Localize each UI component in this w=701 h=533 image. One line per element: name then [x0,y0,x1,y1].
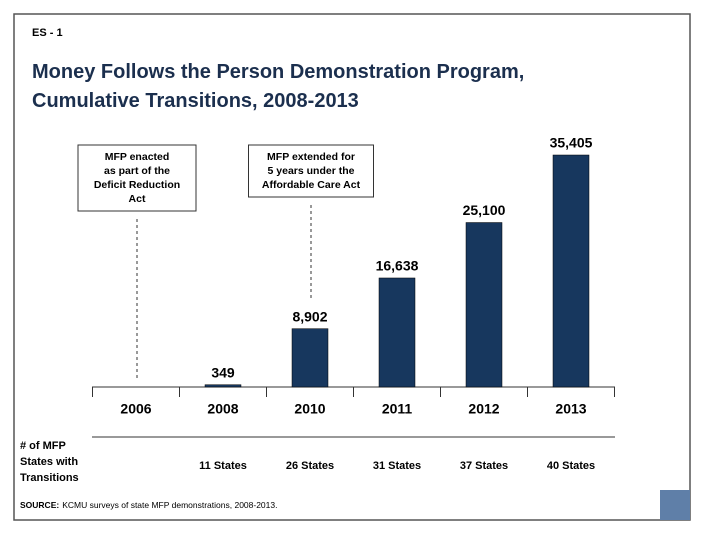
slide-border [13,13,691,521]
states-label: 31 States [373,460,421,472]
value-label: 25,100 [463,202,506,218]
bar [204,384,242,388]
x-tick-label: 2011 [382,401,413,417]
source: SOURCE: KCMU surveys of state MFP demonst… [20,500,277,510]
annotation-text: 5 years under the [268,165,355,177]
annotation-text: Act [129,193,146,205]
row-label: States with [20,456,78,468]
annotation-text: MFP extended for [267,151,355,163]
value-label: 16,638 [376,258,419,274]
value-label: 8,902 [292,308,327,324]
annotation-text: Affordable Care Act [262,179,361,191]
bar [291,328,329,388]
logo [660,490,690,520]
states-label: 11 States [199,460,247,472]
source-label: SOURCE: [20,500,59,510]
x-tick-label: 2012 [468,401,499,417]
states-label: 37 States [460,460,508,472]
bar [552,154,590,388]
value-label: 349 [211,364,235,380]
annotation-text: as part of the [104,165,170,177]
x-tick-label: 2008 [207,401,238,417]
annotation-box [77,144,197,212]
row-label: Transitions [20,472,79,484]
x-tick-label: 2010 [294,401,325,417]
states-label: 26 States [286,460,334,472]
bar [378,277,416,388]
x-tick-label: 2006 [120,401,151,417]
annotation-text: MFP enacted [105,151,170,163]
source-text: KCMU surveys of state MFP demonstrations… [62,500,277,510]
annotation-text: Deficit Reduction [94,179,180,191]
states-label: 40 States [547,460,595,472]
bar [465,222,503,388]
x-tick-label: 2013 [555,401,586,417]
chart-title: Money Follows the Person Demonstration P… [32,61,525,112]
value-label: 35,405 [550,135,593,151]
annotation-box [248,144,374,198]
row-label: # of MFP [20,440,66,452]
slide-id: ES - 1 [32,27,63,39]
